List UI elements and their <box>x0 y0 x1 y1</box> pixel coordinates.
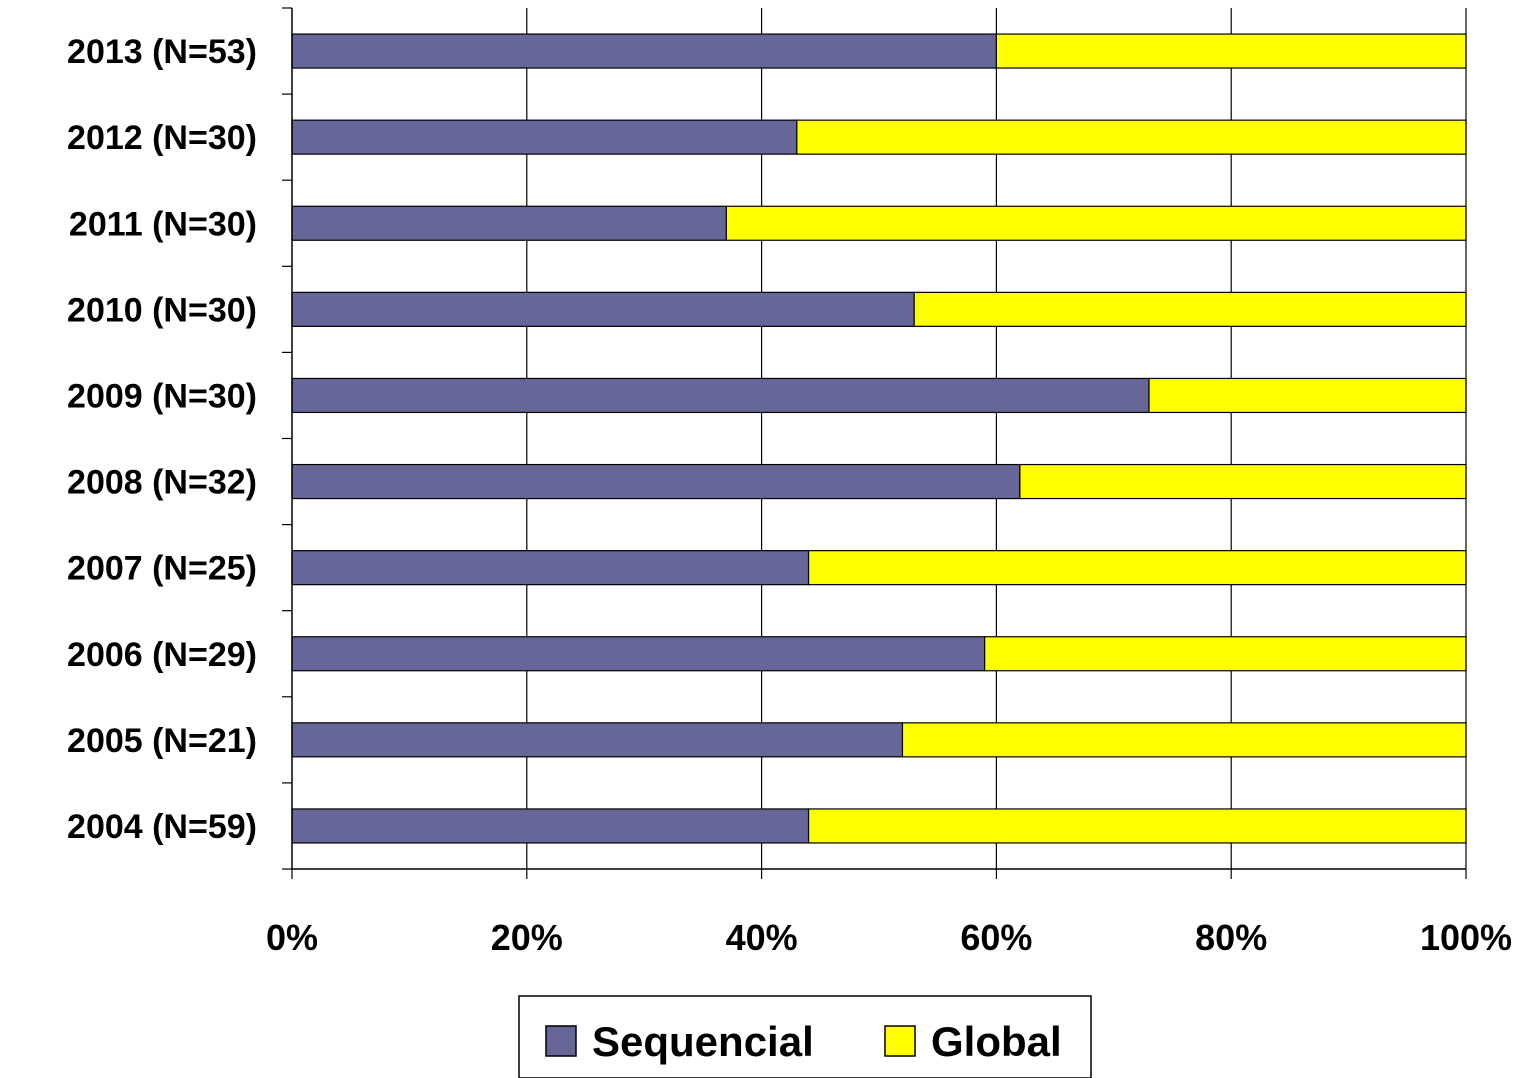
bar-sequencial <box>291 205 727 241</box>
category-label: 2009 (N=30) <box>67 377 257 415</box>
bar-sequencial <box>291 808 810 844</box>
bars <box>291 33 1467 844</box>
bar-global <box>1019 463 1467 500</box>
legend-box <box>518 995 1092 1078</box>
bar-global <box>901 722 1467 758</box>
x-tick-label: 0% <box>266 917 318 958</box>
bar-global <box>807 808 1467 844</box>
legend-label-global: Global <box>931 1018 1062 1065</box>
bar-global <box>995 33 1467 69</box>
x-tick-label: 100% <box>1420 917 1512 958</box>
category-label: 2012 (N=30) <box>67 119 257 157</box>
x-tick-label: 20% <box>491 917 563 958</box>
category-label: 2013 (N=53) <box>67 33 257 71</box>
x-tick-label: 80% <box>1195 917 1267 958</box>
bar-global <box>796 119 1467 155</box>
category-label: 2006 (N=29) <box>67 636 257 674</box>
bar-global <box>1148 377 1467 414</box>
category-label: 2010 (N=30) <box>67 291 257 329</box>
bar-sequencial <box>291 33 998 69</box>
legend-swatch-sequencial <box>545 1025 577 1057</box>
bar-global <box>807 550 1467 586</box>
tick-labels: 0% 20% 40% 60% 80% 100% <box>266 917 1512 958</box>
bar-global <box>984 636 1467 672</box>
bar-sequencial <box>291 291 915 327</box>
bar-sequencial <box>291 119 798 155</box>
legend-label-sequencial: Sequencial <box>592 1018 814 1065</box>
bar-global <box>913 291 1467 327</box>
legend-swatch-global <box>884 1025 916 1057</box>
category-label: 2007 (N=25) <box>67 550 257 588</box>
bar-global <box>725 205 1467 241</box>
bar-sequencial <box>291 722 904 758</box>
category-label: 2011 (N=30) <box>69 205 257 243</box>
x-tick-label: 60% <box>960 917 1032 958</box>
x-tick-label: 40% <box>726 917 798 958</box>
bar-sequencial <box>291 636 986 672</box>
category-label: 2004 (N=59) <box>67 808 257 846</box>
category-labels: 2013 (N=53) 2012 (N=30) 2011 (N=30) 2010 (N… <box>67 33 257 846</box>
bar-sequencial <box>291 550 810 586</box>
bar-sequencial <box>291 377 1150 414</box>
axes <box>282 7 1467 879</box>
category-label: 2008 (N=32) <box>67 464 257 502</box>
category-label: 2005 (N=21) <box>67 722 257 760</box>
bar-sequencial <box>291 463 1021 500</box>
legend: Sequencial Global <box>518 995 1092 1078</box>
